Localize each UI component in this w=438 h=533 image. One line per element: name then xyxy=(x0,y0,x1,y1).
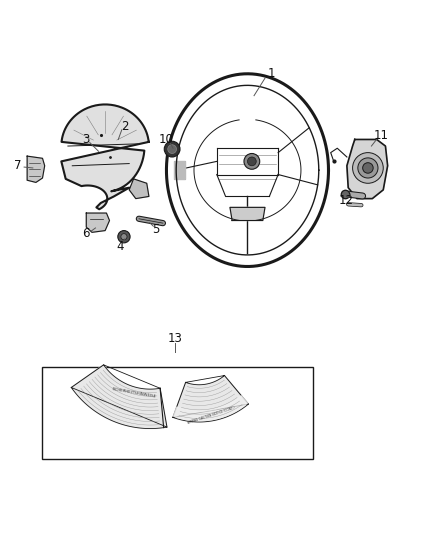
Circle shape xyxy=(168,145,177,154)
Text: 12: 12 xyxy=(339,195,353,207)
Polygon shape xyxy=(230,207,265,221)
Polygon shape xyxy=(347,140,388,199)
Circle shape xyxy=(247,157,256,166)
Text: 3: 3 xyxy=(82,133,89,146)
Circle shape xyxy=(353,152,383,183)
Text: 13: 13 xyxy=(168,332,183,345)
Polygon shape xyxy=(173,395,247,421)
Text: 6: 6 xyxy=(81,227,89,240)
Text: 7: 7 xyxy=(14,159,21,172)
Circle shape xyxy=(118,231,130,243)
Text: 11: 11 xyxy=(374,128,389,142)
Polygon shape xyxy=(174,161,185,179)
Text: 5: 5 xyxy=(152,223,159,236)
Bar xyxy=(42,367,313,459)
Text: SICHERHEITSHINWEISE: SICHERHEITSHINWEISE xyxy=(111,387,157,399)
Polygon shape xyxy=(173,376,248,422)
Circle shape xyxy=(244,154,260,169)
Polygon shape xyxy=(27,156,45,182)
Polygon shape xyxy=(61,104,149,209)
Polygon shape xyxy=(86,213,110,232)
Polygon shape xyxy=(129,179,149,199)
Text: 1: 1 xyxy=(268,67,276,80)
Circle shape xyxy=(363,163,373,173)
Circle shape xyxy=(358,158,378,178)
Text: 10: 10 xyxy=(159,133,174,146)
Text: AIRBAG CAUTION NOTICE (CONT.): AIRBAG CAUTION NOTICE (CONT.) xyxy=(187,406,236,425)
Text: 2: 2 xyxy=(121,120,129,133)
Circle shape xyxy=(164,141,180,157)
Circle shape xyxy=(121,233,127,240)
Polygon shape xyxy=(71,365,167,429)
Text: 4: 4 xyxy=(117,240,124,253)
